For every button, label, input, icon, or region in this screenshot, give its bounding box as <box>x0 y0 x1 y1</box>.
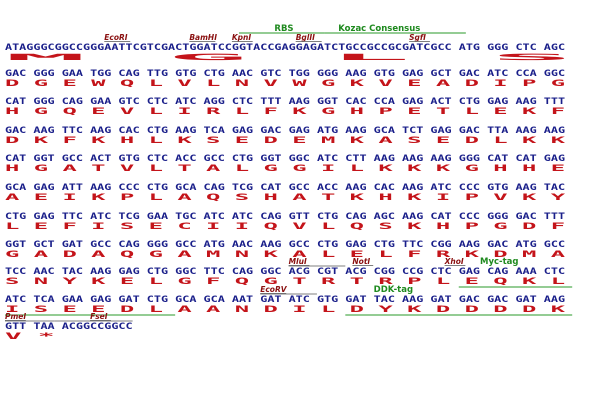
nucleotide-row-2: GAC GGG GAA TGG CAG TTG GTG CTG AAC GTC … <box>5 69 565 79</box>
amino-acid-row-11: V * <box>5 332 55 342</box>
amino-acid-row-3: H G Q E V L I R L F K G H P E T L E K F <box>5 107 565 117</box>
nucleotide-row-1: ATAGGGCGGCCGGGAATTCGTCGACTGGATCCGGTACCGA… <box>5 43 565 53</box>
nucleotide-row-8: GGT GCT GAT GCC CAG GGG GCC ATG AAC AAG … <box>5 240 565 250</box>
site-label-bglii: BglII <box>296 33 315 42</box>
feature-label-kozac-consensus: Kozac Consensus <box>338 24 420 34</box>
nucleotide-row-4: GAC AAG TTC AAG CAC CTG AAG TCA GAG GAC … <box>5 126 565 136</box>
site-label-pmei: PmeI <box>5 312 26 321</box>
feature-label-ddk-tag: DDK-tag <box>374 285 413 295</box>
site-label-xhoi: XhoI <box>444 257 464 266</box>
amino-acid-row-4: D K F K H L K S E D E M K A S E D L K K <box>5 136 567 146</box>
nucleotide-row-11: GTT TAA ACGGCCGGCC <box>5 322 133 332</box>
nucleotide-row-7: CTG GAG TTC ATC TCG GAA TGC ATC ATC CAG … <box>5 212 565 222</box>
amino-acid-row-6: A E I K P L A Q S H A T K H K I P V K Y <box>5 193 567 203</box>
site-label-kpni: KpnI <box>232 33 252 42</box>
nucleotide-row-9: TCC AAC TAC AAG GAG CTG GGC TTC CAG GGC … <box>5 267 565 277</box>
nucleotide-row-3: CAT GGG CAG GAA GTC CTC ATC AGG CTC TTT … <box>5 97 565 107</box>
nucleotide-row-5: CAT GGT GCC ACT GTG CTC ACC GCC CTG GGT … <box>5 154 565 164</box>
sequence-rows: ATAGGGCGGCCGGGAATTCGTCGACTGGATCCGGTACCGA… <box>5 43 572 342</box>
site-label-bamhi: BamHI <box>189 33 217 42</box>
restriction-sites: EcoRI BamHI KpnI BglII SgfI MluI NotI XhoI EcoRV… <box>5 33 466 322</box>
amino-acid-row-10: I S E E D L A A N D I L D Y K D D D D K <box>5 305 567 315</box>
nucleotide-row-6: GCA GAG ATT AAG CCC CTG GCA CAG TCG CAT … <box>5 183 565 193</box>
amino-acid-row-9: S N Y K E L G F Q G T R T R P L E Q K L <box>5 277 565 287</box>
feature-label-rbs: RBS <box>274 24 293 34</box>
site-label-noti: NotI <box>352 257 370 266</box>
site-label-fsei: FseI <box>90 312 108 321</box>
site-label-ecorv: EcoRV <box>260 285 287 294</box>
feature-annotations: RBS Kozac Consensus Myc-tag DDK-tag <box>5 24 573 316</box>
feature-label-myc-tag: Myc-tag <box>480 257 518 267</box>
amino-acid-row-5: H G A T V L T A L G G I L K K K G H H E <box>5 164 565 174</box>
amino-acid-row-2: D G E W Q L V L N V W G K V E A D I P G <box>5 79 565 89</box>
amino-acid-row-8: G A D A Q G A M N K A L E L F R K D M A <box>5 250 567 260</box>
amino-acid-row-7: L E F I S E C I I Q V L Q S K H P G D F <box>5 222 565 232</box>
nucleotide-row-10: ATC TCA GAA GAG GAT CTG GCA GCA AAT GAT … <box>5 295 565 305</box>
site-label-ecori: EcoRI <box>104 33 127 42</box>
amino-acid-row-1: M G L S <box>5 53 572 63</box>
site-label-mlui: MluI <box>289 257 307 266</box>
site-label-sgfi: SgfI <box>409 33 426 42</box>
